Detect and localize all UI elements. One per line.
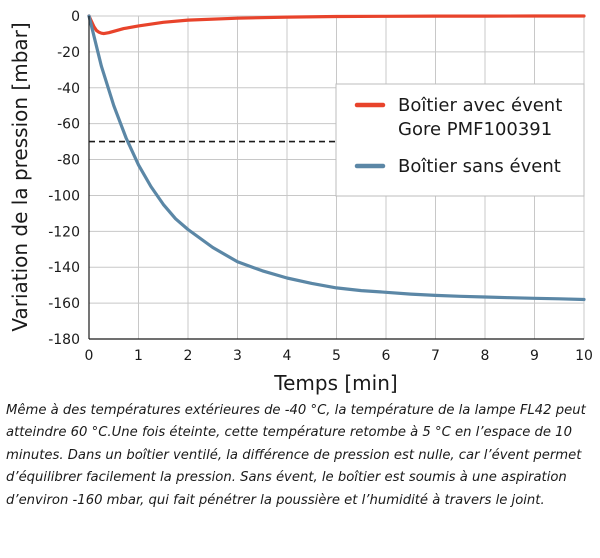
legend-label-1: Boîtier avec évent bbox=[398, 95, 562, 116]
y-tick-label: -100 bbox=[48, 188, 80, 204]
y-tick-label: -120 bbox=[48, 224, 80, 240]
pressure-chart: 0 1 2 3 4 5 6 7 8 9 10 0 -20 -40 -60 -80 -100 -120 -140 -1… bbox=[8, 9, 593, 395]
y-tick-label: -40 bbox=[57, 81, 80, 97]
figure-caption: Même à des températures extérieures de -… bbox=[6, 403, 586, 508]
legend: Boîtier avec évent Gore PMF100391 Boîtier … bbox=[335, 83, 585, 197]
x-tick-label: 1 bbox=[134, 348, 143, 364]
x-tick-label: 10 bbox=[575, 348, 593, 364]
x-tick-label: 0 bbox=[85, 348, 94, 364]
y-tick-label: -140 bbox=[48, 260, 80, 276]
y-tick-label: -60 bbox=[57, 117, 80, 133]
x-tick-label: 5 bbox=[332, 348, 341, 364]
x-tick-label: 8 bbox=[481, 348, 490, 364]
x-tick-label: 3 bbox=[233, 348, 242, 364]
x-tick-label: 7 bbox=[431, 348, 440, 364]
series-line-2 bbox=[87, 14, 586, 302]
y-tick-label: -180 bbox=[48, 332, 80, 348]
series-line-1 bbox=[87, 14, 586, 36]
x-tick-label: 6 bbox=[382, 348, 391, 364]
y-tick-labels: 0 -20 -40 -60 -80 -100 -120 -140 -160 -180 bbox=[48, 9, 80, 348]
data-series bbox=[87, 14, 586, 302]
x-tick-labels: 0 1 2 3 4 5 6 7 8 9 10 bbox=[85, 348, 593, 364]
x-tick-label: 2 bbox=[184, 348, 193, 364]
y-tick-label: 0 bbox=[71, 9, 80, 25]
legend-label-2: Boîtier sans évent bbox=[398, 156, 561, 177]
legend-box bbox=[335, 83, 585, 197]
x-axis-title: Temps [min] bbox=[273, 371, 397, 395]
y-tick-label: -80 bbox=[57, 153, 80, 169]
x-tick-label: 4 bbox=[283, 348, 292, 364]
y-axis-title: Variation de la pression [mbar] bbox=[8, 22, 32, 331]
y-tick-label: -160 bbox=[48, 296, 80, 312]
y-tick-label: -20 bbox=[57, 45, 80, 61]
x-tick-label: 9 bbox=[530, 348, 539, 364]
legend-label-1: Gore PMF100391 bbox=[398, 119, 552, 140]
